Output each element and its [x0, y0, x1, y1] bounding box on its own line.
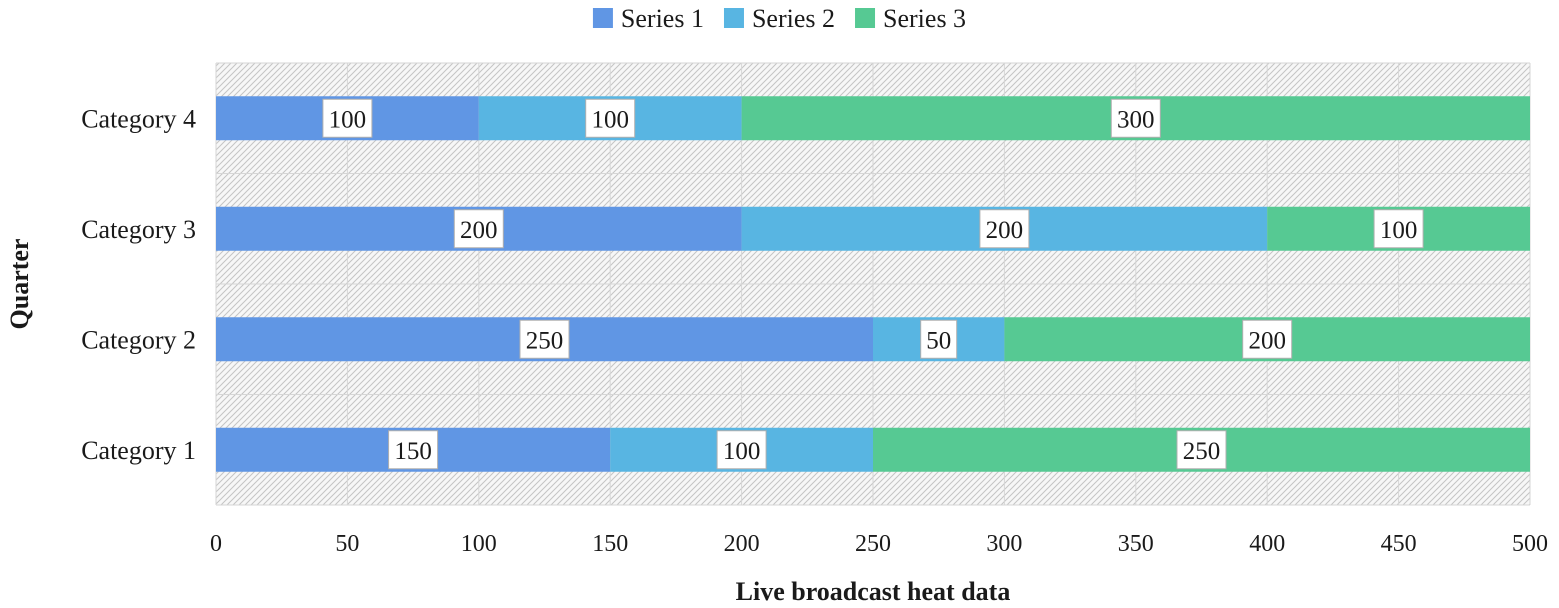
data-label: 100 [716, 430, 767, 470]
data-label-box [920, 319, 958, 359]
data-label-box [388, 430, 439, 470]
legend-swatch [855, 8, 876, 28]
category-label: Category 1 [81, 436, 196, 465]
data-label-box [716, 430, 767, 470]
data-label-box [1176, 430, 1227, 470]
data-label-box [585, 98, 636, 138]
legend-label: Series 3 [883, 4, 966, 33]
legend-item: Series 3 [855, 4, 966, 33]
data-label: 250 [1176, 430, 1227, 470]
data-label-text: 250 [526, 327, 564, 354]
legend-label: Series 1 [621, 4, 704, 33]
data-label-box [1110, 98, 1161, 138]
x-tick-label: 200 [724, 531, 760, 557]
x-tick-label: 300 [986, 531, 1022, 557]
x-tick-label: 150 [592, 531, 628, 557]
data-label: 200 [1242, 319, 1293, 359]
legend-label: Series 2 [752, 4, 835, 33]
data-label: 200 [979, 209, 1030, 249]
data-label-box [453, 209, 504, 249]
y-axis-categories: Category 1 Category 2 Category 3 Category 4 [81, 104, 196, 465]
y-axis-title: Quarter [5, 239, 34, 330]
legend-item: Series 1 [592, 4, 704, 33]
data-label: 100 [322, 98, 373, 138]
x-tick-label: 0 [210, 531, 222, 557]
legend-swatch [592, 8, 613, 28]
data-label-text: 200 [1248, 327, 1286, 354]
data-label-text: 100 [1380, 217, 1418, 244]
data-label-text: 100 [591, 106, 629, 133]
x-tick-label: 400 [1249, 531, 1285, 557]
category-label: Category 2 [81, 325, 196, 354]
data-label-text: 150 [394, 438, 432, 465]
data-label: 250 [519, 319, 570, 359]
data-label-box [1373, 209, 1424, 249]
data-label-text: 200 [986, 217, 1024, 244]
x-tick-label: 450 [1381, 531, 1417, 557]
legend-item: Series 2 [723, 4, 835, 33]
data-label-box [322, 98, 373, 138]
data-label-text: 100 [329, 106, 367, 133]
x-axis-title: Live broadcast heat data [736, 577, 1011, 606]
x-tick-label: 100 [461, 531, 497, 557]
legend: Series 1 Series 2 Series 3 [592, 4, 966, 33]
x-tick-label: 500 [1512, 531, 1548, 557]
data-label: 200 [453, 209, 504, 249]
data-label-box [979, 209, 1030, 249]
data-label-text: 200 [460, 217, 498, 244]
data-label-text: 300 [1117, 106, 1155, 133]
data-label-box [519, 319, 570, 359]
data-labels: 150 100 250 250 50 200 200 200 100 100 100 300 [322, 98, 1424, 470]
legend-swatch [723, 8, 744, 28]
data-label-text: 50 [926, 327, 951, 354]
x-tick-label: 250 [855, 531, 891, 557]
data-label: 300 [1110, 98, 1161, 138]
data-label-text: 100 [723, 438, 761, 465]
data-label: 150 [388, 430, 439, 470]
data-label: 100 [585, 98, 636, 138]
category-label: Category 4 [81, 104, 196, 133]
data-label: 100 [1373, 209, 1424, 249]
data-label: 50 [920, 319, 958, 359]
x-tick-label: 350 [1118, 531, 1154, 557]
x-tick-label: 50 [335, 531, 359, 557]
data-label-text: 250 [1183, 438, 1221, 465]
data-label-box [1242, 319, 1293, 359]
x-axis-ticks: 0 50 100 150 200 250 300 350 400 450 500 [210, 531, 1548, 557]
category-label: Category 3 [81, 215, 196, 244]
